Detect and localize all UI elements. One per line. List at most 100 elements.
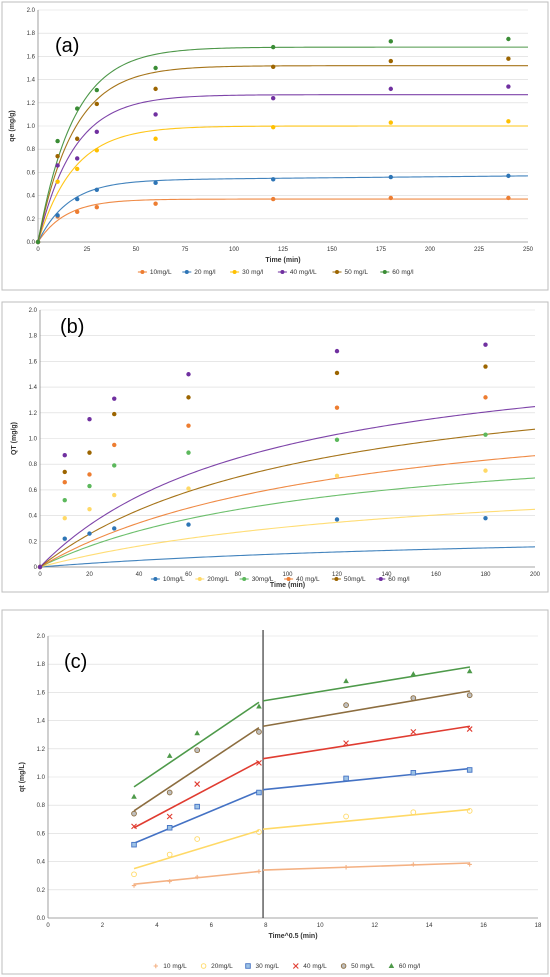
x-tick-label: 125 (278, 247, 289, 253)
data-point (153, 112, 158, 117)
data-point (410, 728, 417, 735)
data-point (483, 432, 488, 437)
fit-segment-4-1 (133, 760, 260, 829)
data-point (256, 703, 262, 709)
x-tick-label: 4 (155, 923, 159, 929)
y-tick-label: 2.0 (29, 308, 38, 314)
fit-segment-2-2 (262, 808, 471, 830)
data-point (343, 865, 349, 870)
data-point (131, 793, 137, 799)
legend-label: 60 mg/l (388, 576, 410, 583)
data-point (87, 472, 92, 477)
y-tick-label: 0.4 (29, 514, 38, 520)
y-tick-label: 1.8 (37, 662, 46, 668)
y-tick-label: 0.4 (37, 860, 46, 866)
data-point (87, 450, 92, 455)
x-tick-label: 180 (480, 572, 491, 578)
y-axis-label: QT (mg/g) (11, 422, 18, 455)
legend-item-1: 10mg/L (137, 269, 172, 276)
legend-item-5: 50 mg/L (340, 963, 375, 970)
data-point (153, 180, 158, 186)
fit-segment-6-2 (262, 666, 471, 702)
legend-item-2: 20 mg/l (182, 269, 216, 276)
data-point (256, 760, 262, 766)
data-point (466, 767, 473, 773)
data-point (343, 740, 349, 747)
data-point (388, 58, 393, 64)
legend-item-2: 20mg/L (195, 576, 229, 583)
y-tick-label: 1.2 (29, 411, 38, 417)
legend-marker (378, 577, 383, 581)
legend-label: 30 mg/L (256, 963, 280, 970)
data-point (153, 65, 158, 71)
x-tick-label: 150 (327, 247, 338, 253)
y-tick-label: 1.4 (29, 385, 38, 391)
x-tick-label: 20 (86, 572, 93, 578)
fit-curve-2 (37, 175, 529, 243)
data-point (37, 564, 43, 570)
data-point (466, 807, 473, 814)
x-tick-label: 75 (182, 247, 189, 253)
x-tick-label: 18 (535, 923, 542, 929)
data-point (94, 148, 100, 153)
data-point (87, 483, 92, 489)
fit-segment-5-2 (262, 690, 471, 728)
legend-item-3: 30mg/L (239, 576, 274, 583)
data-point (112, 463, 117, 468)
data-point (256, 869, 262, 874)
legend-marker (334, 577, 339, 581)
y-tick-label: 0.0 (37, 916, 46, 922)
legend-label: 10 mg/L (163, 963, 187, 970)
x-tick-label: 10 (317, 923, 324, 929)
data-point (87, 417, 92, 422)
data-point (410, 695, 417, 701)
data-point (410, 770, 417, 776)
panel-frame (1, 301, 549, 593)
data-point (271, 64, 276, 70)
legend-item-4: 40 mg/L (292, 963, 327, 970)
data-point (256, 729, 262, 735)
legend-label: 20 mg/l (194, 269, 216, 276)
y-axis-label: qt (mg/L) (19, 762, 26, 792)
legend-label: 30 mg/l (242, 269, 264, 276)
legend-label: 60 mg/l (392, 269, 414, 276)
x-axis-label: Time (min) (265, 257, 300, 264)
data-point (334, 437, 340, 442)
legend-label: 50 mg/L (345, 269, 369, 276)
data-point (506, 84, 511, 89)
y-tick-label: 0.8 (29, 462, 38, 468)
data-point (62, 536, 67, 541)
chart-panel-2: 0 0.2 0.4 0.6 0.8 1.0 1.2 1.4 1.6 1.8 2.0 0 20 40 60 80… (1, 301, 549, 593)
legend-marker (335, 270, 339, 274)
y-tick-label: 0.6 (27, 170, 36, 176)
legend-marker (200, 963, 207, 969)
legend: 10 mg/L 20mg/L 30 mg/L 40 mg/L 50 mg/L 60 mg/… (153, 963, 421, 970)
data-point (334, 473, 340, 478)
data-point (112, 396, 117, 401)
data-point (75, 106, 80, 111)
legend-label: 10mg/L (150, 269, 172, 276)
x-tick-label: 225 (474, 247, 485, 253)
panel-frame (1, 609, 549, 975)
x-tick-label: 8 (264, 923, 268, 929)
fit-curve-1 (37, 198, 528, 243)
data-point (35, 239, 41, 245)
fit-segment-1-1 (133, 870, 260, 885)
x-tick-label: 14 (426, 923, 433, 929)
data-point (343, 775, 349, 782)
data-point (94, 129, 100, 134)
x-tick-label: 250 (523, 247, 534, 253)
y-axis-label: qe (mg/g) (9, 110, 16, 142)
legend-marker (242, 577, 247, 581)
data-point (131, 871, 137, 878)
y-tick-label: 1.0 (27, 124, 36, 130)
data-point (388, 120, 393, 125)
y-tick-label: 0.0 (27, 240, 36, 246)
y-tick-label: 0.2 (37, 888, 46, 894)
y-tick-label: 1.0 (37, 775, 46, 781)
x-tick-label: 6 (210, 923, 214, 929)
data-point (186, 423, 191, 428)
y-tick-label: 1.4 (37, 719, 46, 725)
legend-item-6: 60 mg/l (380, 269, 414, 276)
legend-marker (184, 270, 189, 274)
